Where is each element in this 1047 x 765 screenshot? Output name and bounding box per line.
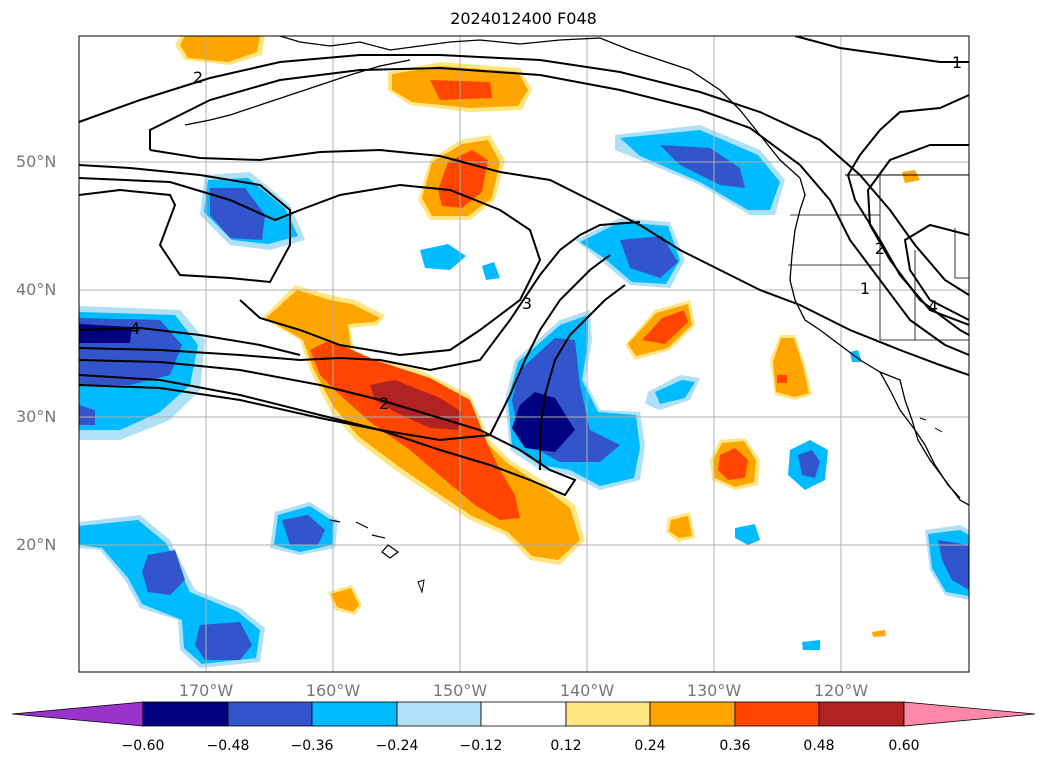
contour-label: 2 [875,239,885,258]
colorbar-bin-8 [734,701,820,727]
coastline-west-coast [789,177,969,506]
contour-right-2 [903,223,969,321]
contour-south-3 [539,284,626,470]
lon-label: 120°W [813,681,869,700]
lon-label: 130°W [686,681,742,700]
contour-label: 2 [193,68,203,87]
anomaly-small-orange-2b [331,588,359,612]
coastline-baja-islands [919,417,943,433]
anomaly-small-blue-5 [735,524,760,545]
anomaly-subtropical-navy [512,392,575,452]
colorbar-bin-2 [227,701,313,727]
anomaly-small-orange-3 [902,170,920,183]
contour-left-loop [79,177,542,357]
map-frame [78,35,970,673]
anomaly-small-blue-4b [798,450,820,478]
anomaly-central-blue-inner [620,236,678,278]
anomaly-north-pacific-blue-inner [210,188,265,240]
colorbar-bin-6 [565,701,651,727]
contour-lines [79,36,969,497]
colorbar-bin-4 [396,701,482,727]
colorbar-bin-9 [818,701,905,727]
lat-label: 20°N [16,535,57,554]
lat-label: 50°N [16,152,57,171]
lon-label: 160°W [305,681,361,700]
anomaly-southeast-blue-inner [938,540,969,590]
anomaly-east2-red [718,448,748,480]
contour-south-2 [79,254,611,442]
anomaly-hawaii-blue-inner [282,515,325,545]
contour-label: 2 [379,394,389,413]
contour-top-right [794,36,969,63]
coastline-small-island [417,579,425,594]
contour-right-3 [866,144,969,336]
contour-north-2 [149,66,969,356]
lat-label: 30°N [16,407,57,426]
lon-label: 150°W [432,681,488,700]
contour-north-1 [79,54,969,296]
contour-left-1 [79,164,291,284]
contour-label: 3 [522,294,532,313]
colorbar-tick-label: −0.48 [206,738,250,754]
contour-label: 4 [130,319,140,338]
coastline-baja [879,371,961,499]
coastline-alaska [279,36,801,179]
lat-label: 40°N [16,280,57,299]
colorbar-bin-3 [311,701,398,727]
colorbar-tick-label: 0.12 [550,738,582,754]
anomaly-gulf-alaska-blue-inner [660,145,745,188]
anomaly-small-orange-1b [669,516,692,538]
anomaly-southwest-blue-inner-1 [142,550,185,595]
coastlines [184,36,969,594]
contour-label: 4 [928,297,938,316]
anomaly-small-blue-3b [655,380,695,404]
colorbar-tick-label: −0.60 [121,738,165,754]
anomaly-main-band-red [310,340,520,520]
contour-4-line [79,326,301,356]
contour-3-line [79,221,641,372]
anomaly-coast-red [777,375,787,383]
map-title: 2024012400 F048 [450,9,597,28]
anomaly-southwest-blue-inner-2 [195,622,252,660]
colorbar-bin-7 [649,701,736,727]
anomaly-small-blue-2 [482,262,500,280]
anomaly-small-orange-4 [872,630,886,637]
colorbar-tick-label: 0.48 [803,738,835,754]
anomaly-west-blue-small [79,405,95,425]
anomaly-northwest-orange [180,36,260,62]
colorbar-tick-label: −0.36 [290,738,334,754]
colorbar-tick-label: 0.36 [719,738,751,754]
contour-label: 1 [952,53,962,72]
contour-label-layer: 2 3 2 4 1 1 4 2 [130,53,962,413]
anomaly-east-red [642,310,688,344]
colorbar-extend-min [11,701,144,727]
contour-south-1 [79,359,577,497]
colorbar-tick-label: 0.24 [634,738,666,754]
anomaly-small-blue-6 [802,640,820,650]
colorbar-tick-label: −0.24 [375,738,419,754]
anomaly-small-blue-1 [420,244,466,270]
coastline-hawaii [329,519,400,559]
contour-label: 1 [860,279,870,298]
colorbar-bin-5 [480,701,567,727]
shaded-anomalies [79,36,969,668]
lon-label: 170°W [178,681,234,700]
colorbar-tick-label: −0.12 [459,738,503,754]
lon-label: 140°W [559,681,615,700]
colorbar-tick-label: 0.60 [888,738,920,754]
colorbar-bin-1 [142,701,229,727]
contour-north-3 [149,148,969,376]
colorbar-extend-max [903,701,1036,727]
anomaly-west-navy [79,324,132,343]
colorbar [11,701,1036,727]
anomaly-bering-red [430,80,492,100]
